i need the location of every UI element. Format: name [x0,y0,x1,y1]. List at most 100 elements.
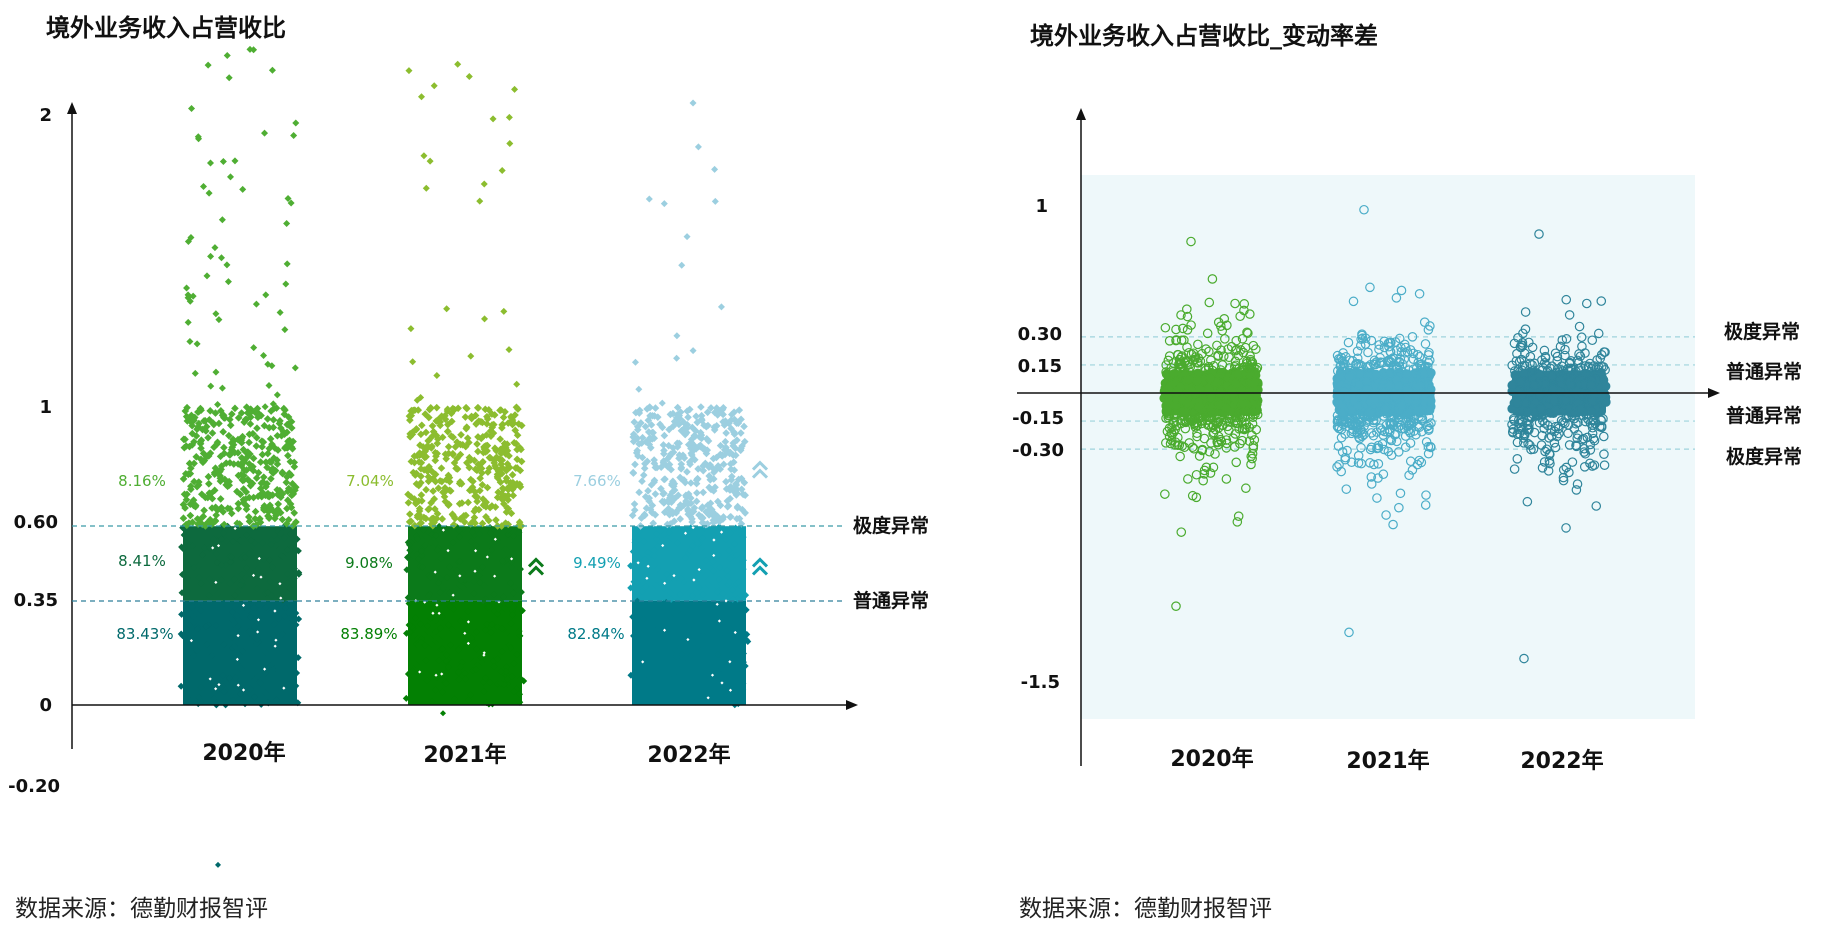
data-point [698,514,707,522]
data-point [241,495,250,503]
data-point [475,571,483,579]
data-point [218,411,227,420]
data-point-gap [257,556,261,561]
right-y-axis-arrow-icon [1076,108,1086,120]
data-point [500,593,508,601]
data-point [723,446,732,455]
data-point [284,570,292,578]
data-point-gap [728,688,733,692]
data-point [245,549,253,557]
data-point [653,413,662,421]
data-point [727,465,735,473]
data-point [727,410,736,419]
outlier-point [268,66,276,74]
data-point [182,520,191,529]
data-point [431,539,439,547]
data-point [730,540,738,548]
data-point [458,658,466,666]
data-point [181,407,190,415]
data-point [227,625,235,633]
data-point [292,654,300,662]
data-point [193,646,201,654]
data-point [671,646,679,654]
data-point [267,541,275,549]
data-point [442,525,450,533]
data-point [669,444,678,452]
data-point [502,508,511,516]
data-point [650,636,658,644]
data-point [284,451,292,460]
data-point [198,551,206,559]
right-chart-title: 境外业务收入占营收比_变动率差 [1030,22,1378,50]
data-point [444,442,453,451]
data-point [456,533,464,541]
data-point [633,597,641,605]
data-point [705,670,713,678]
data-point [258,443,266,451]
data-point [490,662,498,670]
double-chevron-up-icon [751,460,769,471]
data-point [183,403,191,412]
data-point [417,421,426,430]
data-point [186,500,195,509]
outlier-point [193,340,201,348]
data-point [724,646,732,654]
data-point [289,658,297,666]
data-point [654,542,662,550]
data-point [428,467,436,476]
data-point [253,570,261,578]
data-point [211,464,220,472]
data-point [736,446,745,455]
outlier-point [481,315,489,323]
data-point [233,487,241,496]
data-point [689,592,697,600]
data-point [730,672,738,680]
data-point [674,607,682,615]
data-point [700,638,708,646]
data-point [1231,378,1242,389]
data-point [292,621,300,629]
data-point [256,518,265,527]
data-point [258,450,267,459]
data-point [278,468,287,477]
data-point [238,432,247,441]
data-point [691,442,699,450]
data-point [657,688,665,696]
data-point-gap [691,525,695,530]
data-point [192,453,201,461]
data-point [723,497,732,505]
data-point [201,522,210,530]
data-point [653,463,661,472]
data-point [502,546,510,554]
data-point [680,454,689,462]
data-point [645,497,653,505]
data-point [1520,398,1531,409]
data-point [190,437,198,446]
data-point [697,504,706,513]
data-point [269,666,277,674]
data-point [703,408,712,417]
left-chart: 境外业务收入占营收比 极度异常 普通异常 2 1 0.60 0.35 0 -0.… [8,14,929,922]
data-point [517,457,526,466]
data-point [465,576,473,584]
data-point [502,466,511,475]
data-point [231,591,239,599]
data-point [724,638,732,646]
data-point [640,511,649,520]
data-point [704,628,712,636]
outlier-point [212,310,220,318]
data-point [653,658,661,666]
data-point [414,406,423,414]
data-point [269,631,277,639]
data-point [502,477,511,485]
data-point [632,408,640,417]
data-point [249,466,258,475]
outlier-point [658,399,666,407]
data-point [1523,407,1533,417]
data-point [438,433,447,442]
data-point [1412,405,1422,415]
data-point [719,404,728,412]
data-point [474,404,483,412]
data-point [660,497,669,506]
outlier-point [225,74,233,82]
